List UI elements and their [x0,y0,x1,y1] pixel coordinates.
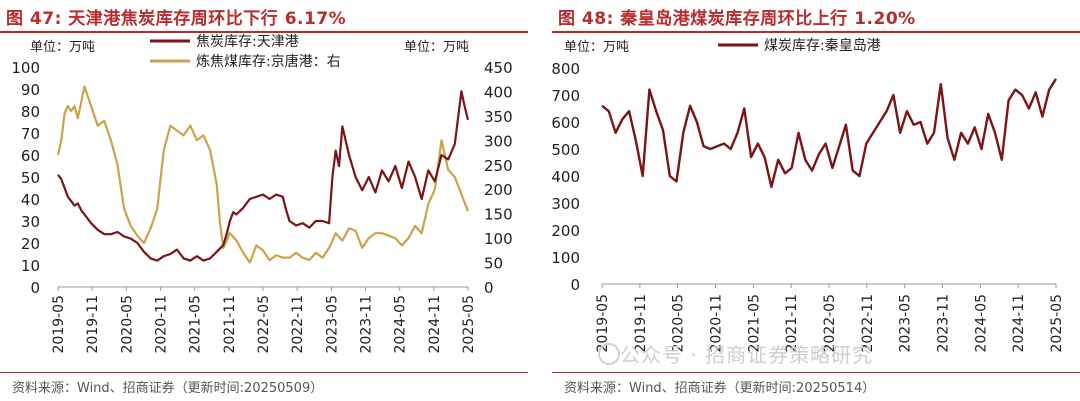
y-left-tick-label: 0 [30,279,40,297]
y-tick-label: 0 [570,276,580,294]
y-left-tick-label: 100 [11,59,40,77]
x-tick-label: 2021-05 [188,295,204,354]
x-tick-label: 2021-05 [746,294,762,353]
y-right-tick-label: 100 [484,230,513,248]
x-tick-label: 2019-05 [595,294,611,353]
legend-label-1: 煤炭库存:秦皇岛港 [764,38,881,54]
y-right-tick-label: 0 [484,279,494,297]
y-left-tick-label: 40 [21,191,40,209]
series-line-jingtang [56,85,470,264]
x-tick-label: 2022-11 [290,295,306,354]
x-tick-label: 2024-05 [393,295,409,354]
y-right-tick-label: 200 [484,181,513,199]
right-source-rule [552,372,1080,373]
right-chart-svg: 0 100 200 300 400 500 600 700 800 2019-05 2019-11 2… [552,38,1065,353]
x-tick-label: 2020-11 [709,294,725,353]
y-right-tick-label: 450 [484,59,513,77]
y-right-tick-label: 150 [484,206,513,224]
x-tick-label: 2023-05 [324,295,340,354]
x-tick-label: 2021-11 [784,294,800,353]
x-tick-label: 2022-11 [860,294,876,353]
x-tick-label: 2025-05 [1049,294,1065,353]
right-chart-panel: 图 48: 秦皇岛港煤炭库存周环比上行 1.20% 0 100 200 300 400 5… [552,0,1080,401]
x-tick-label: 2023-11 [936,294,952,353]
y-tick-label: 400 [552,168,580,186]
y-left-tick-label: 70 [21,125,40,143]
x-tick-label: 2021-11 [222,295,238,354]
y-right-tick-label: 350 [484,108,513,126]
watermark-text: 公众号 · 招商证券策略研究 [620,343,874,367]
y-right-tick-label: 250 [484,157,513,175]
x-tick-label: 2019-05 [51,295,67,354]
x-tick-label: 2022-05 [256,295,272,354]
x-tick-label: 2025-05 [461,295,477,354]
y-tick-label: 200 [552,222,580,240]
unit-right-label: 单位：万吨 [404,40,469,55]
right-title-rule [552,31,1080,33]
x-tick-label: 2024-11 [427,295,443,354]
x-tick-label: 2023-05 [898,294,914,353]
x-tick-label: 2024-05 [973,294,989,353]
left-title-rule [0,31,528,33]
x-tick-label: 2022-05 [822,294,838,353]
y-right-tick-label: 300 [484,132,513,150]
y-left-tick-label: 90 [21,81,40,99]
left-source-rule [0,372,528,373]
unit-left-label: 单位：万吨 [30,40,95,55]
y-right-tick-label: 400 [484,83,513,101]
legend-label-1: 焦炭库存:天津港 [196,34,299,50]
y-tick-label: 300 [552,195,580,213]
y-right-tick-label: 50 [484,255,503,273]
left-chart-svg: 0 10 20 30 40 50 60 70 80 90 100 0 50 100 150 200 250 300… [11,34,513,354]
left-chart-panel: 图 47: 天津港焦炭库存周环比下行 6.17% 0 10 20 30 40 50 60 70… [0,0,528,401]
y-tick-label: 100 [552,249,580,267]
y-left-tick-label: 60 [21,147,40,165]
right-chart-title: 图 48: 秦皇岛港煤炭库存周环比上行 1.20% [558,9,916,29]
x-tick-label: 2020-05 [671,294,687,353]
y-left-tick-label: 80 [21,103,40,121]
y-left-tick-label: 50 [21,169,40,187]
wechat-icon [598,343,620,365]
y-tick-label: 700 [552,87,580,105]
x-tick-label: 2019-11 [633,294,649,353]
legend-label-2: 炼焦煤库存:京唐港：右 [196,53,341,70]
x-tick-label: 2020-05 [119,295,135,354]
x-tick-label: 2019-11 [85,295,101,354]
right-source-text: 资料来源：Wind、招商证券（更新时间:20250514） [564,381,876,396]
y-tick-label: 500 [552,141,580,159]
left-chart-title: 图 47: 天津港焦炭库存周环比下行 6.17% [6,9,347,29]
y-left-tick-label: 20 [21,235,40,253]
x-tick-label: 2020-11 [154,295,170,354]
unit-left-label: 单位：万吨 [564,40,629,55]
y-tick-label: 800 [552,60,580,78]
series-line-tianjin [57,90,470,262]
left-source-text: 资料来源：Wind、招商证券（更新时间:20250509） [12,381,324,396]
y-left-tick-label: 10 [21,257,40,275]
x-tick-label: 2023-11 [359,295,375,354]
y-left-tick-label: 30 [21,213,40,231]
x-tick-label: 2024-11 [1011,294,1027,353]
y-tick-label: 600 [552,114,580,132]
series-line-qinhuangdao [601,78,1058,189]
